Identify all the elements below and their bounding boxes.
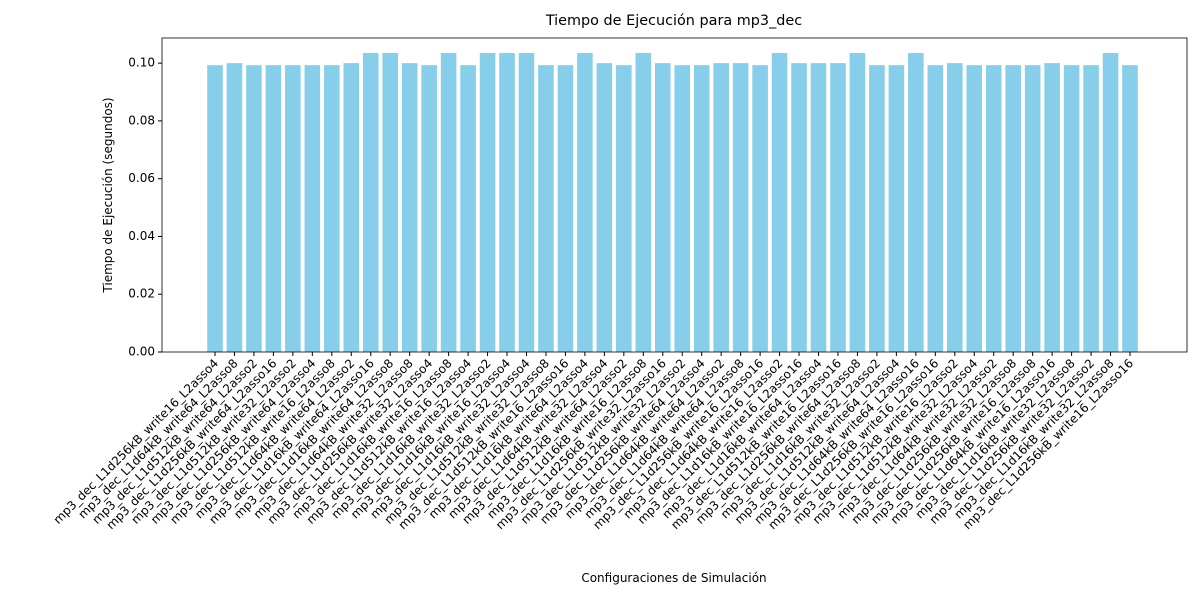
y-tick-label: 0.00: [128, 345, 155, 359]
bar: [382, 53, 398, 353]
bar: [947, 63, 963, 352]
bar: [732, 63, 749, 352]
bar: [752, 65, 768, 353]
bar: [966, 65, 983, 353]
y-tick-label: 0.10: [128, 56, 155, 70]
bar: [985, 65, 1002, 353]
bar: [440, 53, 457, 353]
bar: [343, 63, 360, 352]
bar: [1044, 63, 1060, 352]
bar: [207, 65, 223, 353]
x-axis-label: Configuraciones de Simulación: [581, 571, 766, 585]
bar: [226, 63, 243, 352]
y-tick-label: 0.02: [128, 287, 155, 301]
bar: [713, 63, 729, 352]
bar: [518, 53, 535, 353]
bar: [421, 65, 437, 353]
bar: [616, 65, 632, 353]
bar: [479, 53, 496, 353]
bar: [908, 53, 924, 353]
bar: [927, 65, 944, 353]
bar: [771, 53, 788, 353]
chart-title: Tiempo de Ejecución para mp3_dec: [545, 13, 802, 29]
bar: [362, 53, 379, 353]
bar: [1063, 65, 1080, 353]
bar: [401, 63, 418, 352]
bar: [265, 65, 282, 353]
bar: [1024, 65, 1041, 353]
bar: [830, 63, 846, 352]
bar: [1102, 53, 1119, 353]
bar: [1083, 65, 1099, 353]
bar: [557, 65, 574, 353]
bar: [810, 63, 827, 352]
bar: [596, 63, 613, 352]
bar: [849, 53, 866, 353]
y-tick-label: 0.06: [128, 171, 155, 185]
plot-frame: [161, 37, 1188, 353]
bar: [304, 65, 321, 353]
y-tick-label: 0.04: [128, 229, 155, 243]
bar: [499, 53, 515, 353]
bar: [285, 65, 301, 353]
bar: [538, 65, 554, 353]
bar: [1122, 65, 1138, 353]
bar: [460, 65, 476, 353]
bar: [635, 53, 652, 353]
bar: [1005, 65, 1021, 353]
y-tick-label: 0.08: [128, 113, 155, 127]
bar: [577, 53, 593, 353]
bar: [869, 65, 885, 353]
bar: [674, 65, 691, 353]
bar: [324, 65, 340, 353]
bar: [246, 65, 262, 353]
y-axis-label: Tiempo de Ejecución (segundos): [101, 97, 115, 293]
bar: [693, 65, 710, 353]
bar: [888, 65, 905, 353]
bar: [791, 63, 807, 352]
bar: [654, 63, 671, 352]
